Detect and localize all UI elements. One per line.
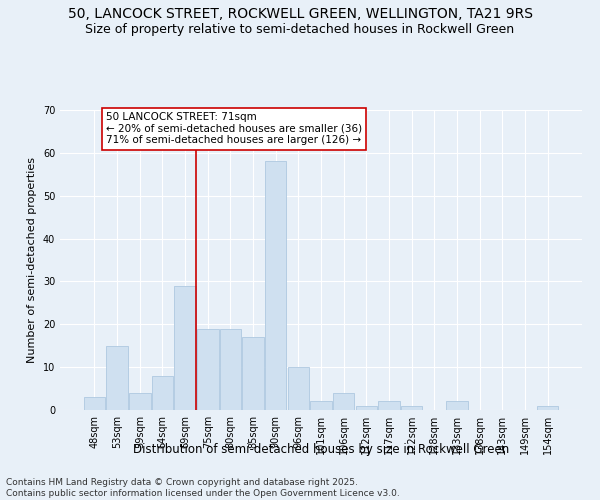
Bar (152, 376, 173, 410)
Bar (129, 393, 151, 410)
Bar (378, 402, 400, 410)
Bar (537, 406, 558, 410)
Bar (265, 162, 286, 410)
Y-axis label: Number of semi-detached properties: Number of semi-detached properties (27, 157, 37, 363)
Text: 50, LANCOCK STREET, ROCKWELL GREEN, WELLINGTON, TA21 9RS: 50, LANCOCK STREET, ROCKWELL GREEN, WELL… (67, 8, 533, 22)
Text: Distribution of semi-detached houses by size in Rockwell Green: Distribution of semi-detached houses by … (133, 442, 509, 456)
Bar (356, 406, 377, 410)
Bar (197, 328, 218, 410)
Bar (333, 393, 355, 410)
Bar (84, 397, 105, 410)
Bar (401, 406, 422, 410)
Text: Size of property relative to semi-detached houses in Rockwell Green: Size of property relative to semi-detach… (85, 22, 515, 36)
Text: Contains HM Land Registry data © Crown copyright and database right 2025.
Contai: Contains HM Land Registry data © Crown c… (6, 478, 400, 498)
Text: 50 LANCOCK STREET: 71sqm
← 20% of semi-detached houses are smaller (36)
71% of s: 50 LANCOCK STREET: 71sqm ← 20% of semi-d… (106, 112, 362, 146)
Bar (242, 337, 264, 410)
Bar (287, 367, 309, 410)
Bar (220, 328, 241, 410)
Bar (446, 402, 467, 410)
Bar (175, 286, 196, 410)
Bar (106, 346, 128, 410)
Bar (310, 402, 332, 410)
